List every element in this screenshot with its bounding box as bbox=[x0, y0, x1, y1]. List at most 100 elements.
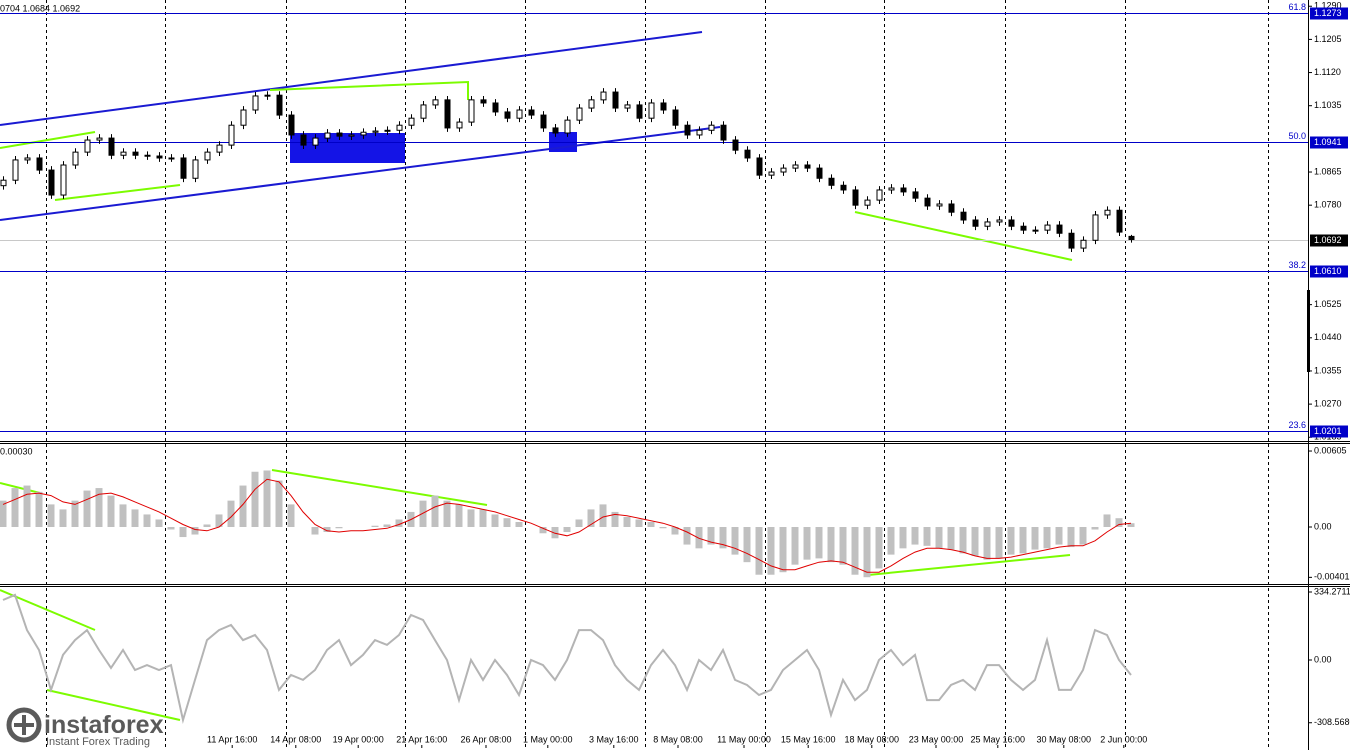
histogram-bar bbox=[143, 514, 151, 527]
histogram-bar bbox=[923, 526, 931, 546]
level-name: 50.0 bbox=[1288, 131, 1306, 141]
divergence-line bbox=[54, 184, 181, 201]
histogram-bar bbox=[623, 516, 631, 527]
histogram-bar bbox=[887, 526, 895, 555]
logo: instaforex Instant Forex Trading bbox=[6, 707, 164, 748]
histogram-bar bbox=[107, 495, 115, 527]
candle-body bbox=[660, 102, 667, 111]
candle-body bbox=[1056, 224, 1063, 234]
candle-body bbox=[684, 124, 691, 136]
histogram-bar bbox=[683, 526, 691, 545]
histogram-bar bbox=[275, 480, 283, 527]
histogram-bar bbox=[947, 526, 955, 550]
candle-body bbox=[192, 159, 199, 179]
histogram-bar bbox=[0, 500, 7, 527]
candle-body bbox=[180, 157, 187, 179]
candle-body bbox=[168, 157, 175, 160]
divergence-line bbox=[46, 689, 181, 721]
level-box bbox=[1310, 425, 1348, 438]
candle-body bbox=[1044, 224, 1051, 231]
y-tick-label: 1.0780 bbox=[1314, 200, 1342, 210]
y-tick-label: 1.1035 bbox=[1314, 100, 1342, 110]
histogram-bar bbox=[707, 526, 715, 545]
histogram-bar bbox=[959, 526, 967, 554]
last-price-label: 1.0692 bbox=[1314, 235, 1342, 245]
candle-body bbox=[84, 139, 91, 153]
candle-body bbox=[228, 124, 235, 146]
y-tick-label: 1.1290 bbox=[1314, 1, 1342, 11]
histogram-bar bbox=[1067, 526, 1075, 548]
divergence-line bbox=[271, 469, 488, 506]
histogram-bar bbox=[803, 526, 811, 560]
histogram-bar bbox=[83, 490, 91, 527]
divergence-line bbox=[269, 80, 469, 100]
x-tick-label: 1 May 00:00 bbox=[523, 734, 573, 744]
histogram-bar bbox=[731, 526, 739, 555]
candle-body bbox=[588, 99, 595, 109]
candle-body bbox=[540, 114, 547, 129]
histogram-bar bbox=[863, 526, 871, 578]
histogram-bar bbox=[695, 526, 703, 549]
level-label: 1.1273 bbox=[1314, 8, 1342, 18]
candle-body bbox=[552, 127, 559, 134]
level-box bbox=[1310, 265, 1348, 278]
logo-icon bbox=[6, 707, 42, 743]
histogram-bar bbox=[983, 526, 991, 560]
histogram-bar bbox=[599, 504, 607, 527]
indicator-line bbox=[2, 593, 1132, 724]
candle-body bbox=[348, 134, 355, 137]
candle-body bbox=[324, 132, 331, 139]
y-tick-label: -308.5680 bbox=[1314, 717, 1350, 727]
histogram-bar bbox=[503, 518, 511, 527]
histogram-bar bbox=[215, 514, 223, 527]
histogram-bar bbox=[59, 509, 67, 527]
histogram-bar bbox=[791, 526, 799, 565]
y-tick-label: -0.00401 bbox=[1314, 572, 1350, 582]
candle-body bbox=[444, 99, 451, 129]
histogram-bar bbox=[899, 526, 907, 549]
candle-body bbox=[384, 129, 391, 132]
candle-body bbox=[396, 124, 403, 131]
candle-body bbox=[144, 154, 151, 157]
histogram-bar bbox=[575, 519, 583, 527]
x-tick-label: 11 Apr 16:00 bbox=[207, 734, 257, 744]
histogram-bar bbox=[767, 526, 775, 575]
level-name: 38.2 bbox=[1288, 260, 1306, 270]
candle-body bbox=[720, 124, 727, 141]
y-tick-label: 334.2711 bbox=[1314, 586, 1350, 596]
histogram-bar bbox=[287, 504, 295, 527]
candle-body bbox=[60, 164, 67, 196]
histogram-bar bbox=[1055, 526, 1063, 545]
histogram-bar bbox=[911, 526, 919, 545]
candle-body bbox=[624, 104, 631, 109]
histogram-bar bbox=[491, 514, 499, 527]
candle-body bbox=[132, 151, 139, 156]
divergence-lines bbox=[0, 80, 1073, 721]
histogram-bar bbox=[839, 526, 847, 565]
histogram-bar bbox=[203, 524, 211, 527]
candle-body bbox=[216, 144, 223, 153]
candle-body bbox=[780, 167, 787, 173]
histogram-bar bbox=[395, 519, 403, 527]
histogram-bar bbox=[467, 509, 475, 527]
candle-body bbox=[876, 189, 883, 201]
histogram-bar bbox=[335, 526, 343, 529]
histogram-bar bbox=[1103, 514, 1111, 527]
histogram-bar bbox=[431, 495, 439, 527]
candle-body bbox=[504, 111, 511, 119]
histogram-bar bbox=[179, 526, 187, 538]
candle-body bbox=[1032, 229, 1039, 232]
histogram-bar bbox=[1091, 526, 1099, 530]
histogram-bar bbox=[47, 504, 55, 527]
candle-body bbox=[732, 139, 739, 151]
histogram-bar bbox=[743, 526, 751, 563]
candle-body bbox=[960, 211, 967, 221]
histogram-bar bbox=[1115, 518, 1123, 527]
candle-body bbox=[204, 151, 211, 161]
histogram-bar bbox=[647, 521, 655, 527]
candle-body bbox=[372, 130, 379, 133]
x-tick-label: 19 Apr 00:00 bbox=[333, 734, 384, 744]
candle-body bbox=[0, 179, 7, 187]
candle-body bbox=[996, 219, 1003, 223]
